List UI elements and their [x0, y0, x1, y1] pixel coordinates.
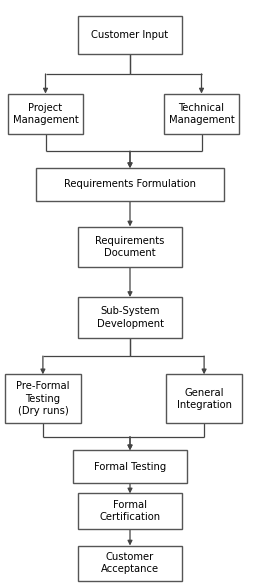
FancyBboxPatch shape	[78, 297, 182, 338]
Text: Sub-System
Development: Sub-System Development	[96, 306, 164, 329]
Text: Project
Management: Project Management	[13, 103, 78, 125]
Text: Technical
Management: Technical Management	[169, 103, 234, 125]
FancyBboxPatch shape	[166, 374, 242, 423]
Text: Customer Input: Customer Input	[92, 30, 168, 40]
FancyBboxPatch shape	[164, 94, 239, 134]
FancyBboxPatch shape	[78, 493, 182, 529]
Text: Formal
Certification: Formal Certification	[99, 500, 161, 522]
Text: General
Integration: General Integration	[177, 387, 232, 410]
Text: Requirements
Document: Requirements Document	[95, 236, 165, 258]
FancyBboxPatch shape	[78, 546, 182, 581]
FancyBboxPatch shape	[5, 374, 81, 423]
Text: Pre-Formal
Testing
(Dry runs): Pre-Formal Testing (Dry runs)	[16, 381, 70, 416]
FancyBboxPatch shape	[78, 227, 182, 267]
FancyBboxPatch shape	[8, 94, 83, 134]
Text: Formal Testing: Formal Testing	[94, 462, 166, 472]
FancyBboxPatch shape	[73, 451, 187, 483]
FancyBboxPatch shape	[78, 16, 182, 54]
Text: Requirements Formulation: Requirements Formulation	[64, 179, 196, 189]
Text: Customer
Acceptance: Customer Acceptance	[101, 552, 159, 574]
FancyBboxPatch shape	[36, 168, 224, 201]
